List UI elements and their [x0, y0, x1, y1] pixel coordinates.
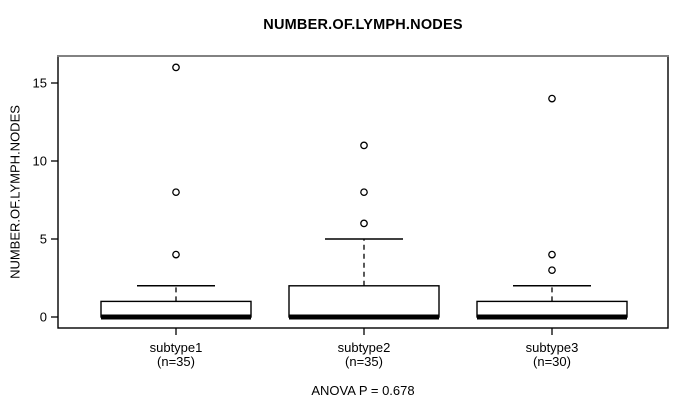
group-label-subtype3: subtype3 — [526, 340, 579, 355]
outlier-point-subtype2-8 — [360, 188, 368, 197]
group-label-subtype2: subtype2 — [338, 340, 391, 355]
outlier-point-subtype2-11 — [360, 141, 368, 150]
outlier-point-subtype1-16 — [172, 63, 180, 72]
y-tick-label: 15 — [33, 76, 47, 91]
group-label-subtype1: subtype1 — [150, 340, 203, 355]
outlier-point-subtype3-14 — [548, 94, 556, 103]
group-count-label-subtype2: (n=35) — [345, 354, 383, 369]
y-tick-label: 0 — [40, 310, 47, 325]
outlier-point-subtype3-3 — [548, 266, 556, 275]
y-tick-label: 5 — [40, 232, 47, 247]
outlier-point-subtype1-4 — [172, 250, 180, 259]
group-count-label-subtype1: (n=35) — [157, 354, 195, 369]
chart-title: NUMBER.OF.LYMPH.NODES — [263, 17, 463, 33]
y-tick-label: 10 — [33, 154, 47, 169]
outlier-point-subtype1-8 — [172, 188, 180, 197]
iqr-box-subtype2 — [288, 285, 440, 318]
anova-annotation: ANOVA P = 0.678 — [311, 383, 415, 398]
group-count-label-subtype3: (n=30) — [533, 354, 571, 369]
outlier-point-subtype2-6 — [360, 219, 368, 228]
outlier-point-subtype3-4 — [548, 250, 556, 259]
